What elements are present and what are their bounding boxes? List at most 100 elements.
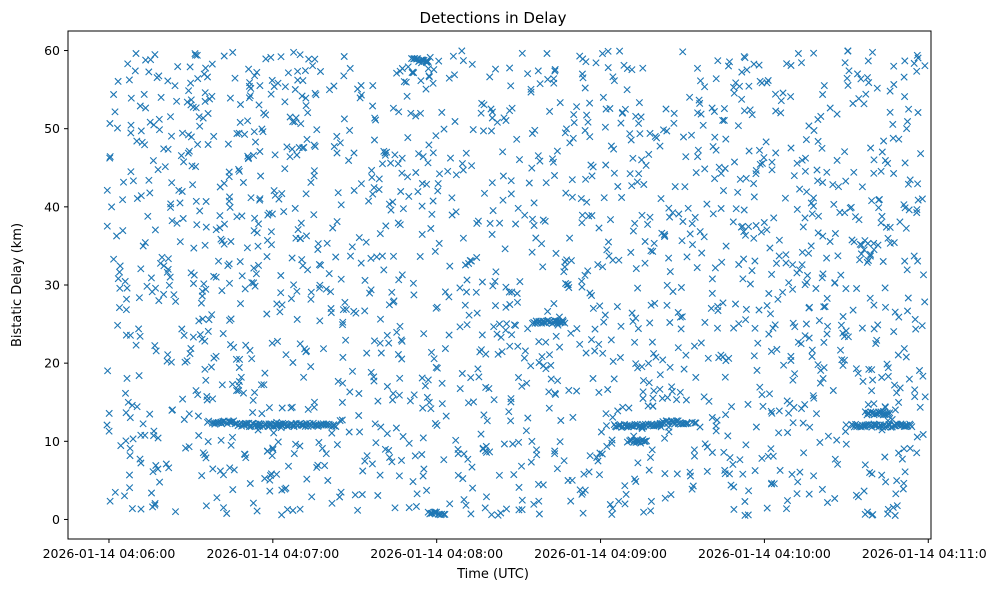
data-point — [226, 418, 234, 426]
data-point — [803, 188, 811, 196]
data-point — [547, 361, 555, 369]
data-point — [151, 226, 159, 234]
data-point — [144, 212, 152, 220]
data-point — [469, 398, 478, 406]
data-point — [247, 194, 255, 202]
data-point — [746, 106, 754, 114]
data-point — [528, 215, 537, 223]
data-point — [164, 255, 172, 263]
data-point — [787, 61, 795, 70]
data-point — [106, 153, 114, 161]
data-point — [133, 137, 141, 145]
data-point — [460, 450, 468, 458]
data-point — [615, 497, 623, 505]
data-point — [328, 429, 336, 437]
data-point — [143, 282, 151, 290]
data-point — [205, 417, 213, 425]
data-point — [257, 172, 265, 180]
data-point — [509, 440, 517, 448]
data-point — [823, 254, 831, 262]
data-point — [714, 57, 722, 65]
data-point — [424, 159, 432, 167]
data-point — [160, 290, 168, 298]
data-point — [491, 302, 500, 310]
data-point — [185, 410, 193, 418]
y-axis-label: Bistatic Delay (km) — [10, 223, 25, 347]
data-point — [105, 409, 113, 417]
data-point — [224, 140, 232, 148]
data-point — [103, 186, 111, 194]
data-point — [826, 237, 834, 246]
data-point — [293, 287, 301, 295]
data-point — [781, 194, 789, 202]
data-point — [760, 154, 768, 162]
data-point — [226, 193, 234, 201]
data-point — [154, 465, 162, 473]
data-point — [201, 89, 209, 97]
data-point — [204, 140, 212, 149]
data-point — [515, 506, 523, 514]
data-point — [914, 108, 922, 117]
data-point — [767, 347, 776, 355]
data-point — [180, 158, 188, 166]
data-point — [385, 446, 393, 455]
data-point — [122, 295, 131, 303]
data-point — [303, 135, 311, 143]
data-point — [370, 184, 378, 192]
data-point — [432, 363, 440, 371]
data-point — [213, 494, 221, 502]
data-point — [194, 75, 202, 83]
data-point — [790, 172, 798, 180]
data-point — [806, 423, 814, 431]
data-point — [921, 393, 929, 401]
data-point — [773, 345, 781, 353]
data-point — [634, 459, 642, 467]
data-point — [201, 337, 209, 345]
data-point — [147, 274, 155, 282]
data-point — [645, 379, 653, 387]
data-point — [420, 465, 428, 473]
data-point — [663, 394, 672, 402]
data-point — [307, 295, 315, 303]
data-point — [287, 404, 295, 412]
data-point — [258, 410, 266, 418]
data-point — [330, 422, 338, 430]
data-point — [217, 436, 225, 444]
data-point — [764, 76, 772, 85]
data-point — [302, 94, 310, 102]
data-point — [377, 423, 385, 431]
data-point — [197, 299, 205, 307]
data-point — [892, 490, 900, 498]
data-point — [619, 108, 627, 117]
data-point — [528, 248, 536, 256]
data-point — [474, 365, 482, 373]
data-point — [499, 148, 507, 156]
data-point — [787, 144, 795, 152]
data-point — [722, 135, 730, 143]
data-point — [777, 109, 785, 117]
data-point — [829, 386, 837, 395]
data-point — [473, 253, 481, 262]
data-point — [376, 315, 385, 323]
data-point — [887, 423, 895, 431]
data-point — [768, 409, 776, 417]
data-point — [551, 65, 559, 74]
data-point — [613, 303, 621, 311]
data-point — [423, 180, 431, 188]
data-point — [879, 257, 887, 266]
data-point — [528, 164, 536, 172]
data-point — [281, 165, 289, 173]
data-point — [713, 324, 722, 332]
data-point — [614, 182, 622, 191]
data-point — [346, 388, 354, 396]
data-point — [763, 79, 771, 87]
data-point — [506, 107, 514, 115]
data-point — [505, 288, 513, 296]
data-point — [405, 504, 413, 512]
data-point — [257, 381, 265, 389]
data-point — [440, 125, 448, 133]
data-point — [666, 268, 674, 276]
data-point — [477, 430, 485, 438]
data-point — [647, 301, 655, 309]
data-point — [196, 122, 204, 130]
